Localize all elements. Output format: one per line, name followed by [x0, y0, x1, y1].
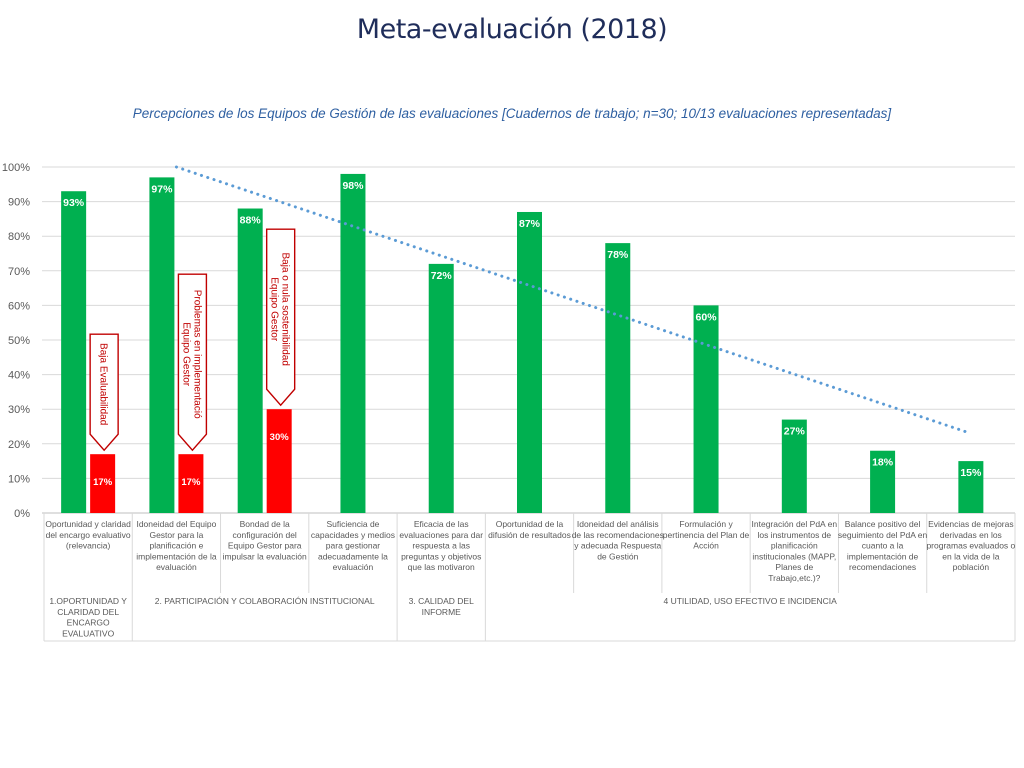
y-tick-label: 10% [8, 473, 30, 485]
category-label: Evidencias de mejoras derivadas en los pro… [926, 519, 1015, 572]
category-label: Balance positivo del seguimiento del PdA … [838, 519, 928, 572]
data-label: 98% [342, 180, 364, 192]
chart-subtitle: Percepciones de los Equipos de Gestión d… [132, 106, 892, 121]
category-label: Oportunidad de la difusión de resultados [488, 519, 571, 540]
data-label: 27% [784, 426, 806, 438]
data-label: 78% [607, 249, 629, 261]
data-label: 17% [93, 477, 113, 488]
bar-green [958, 461, 984, 513]
bar-green [693, 305, 719, 513]
y-tick-label: 70% [8, 266, 30, 278]
category-label: Bondad de la configuración del Equipo Gest… [223, 519, 307, 561]
callout-label: Baja Evaluabilidad [98, 343, 109, 425]
y-tick-label: 80% [8, 231, 30, 243]
bar-green [781, 419, 807, 513]
category-label: Idoneidad del análisis de las recomendaci… [572, 519, 664, 561]
y-tick-label: 0% [14, 508, 30, 520]
data-label: 93% [63, 197, 85, 209]
data-label: 15% [960, 467, 982, 479]
data-label: 18% [872, 457, 894, 469]
data-label: 87% [519, 218, 541, 230]
category-label: Formulación y pertinencia del Plan de Acci… [663, 519, 750, 551]
bar-green [517, 211, 542, 514]
category-label: Oportunidad y claridad del encargo evalua… [45, 519, 131, 551]
bar-green [870, 450, 896, 513]
data-label: 88% [240, 215, 262, 227]
data-label: 60% [696, 311, 718, 323]
group-label: 3. CALIDAD DEL INFORME [409, 596, 474, 617]
bar-red [266, 409, 292, 513]
y-tick-label: 100% [2, 162, 30, 174]
group-label: 1.OPORTUNIDAD Y CLARIDAD DEL ENCARGO EVALUA… [49, 596, 127, 638]
bar-green [340, 173, 366, 514]
y-tick-label: 50% [8, 335, 30, 347]
bar-red [90, 454, 116, 513]
data-label: 97% [151, 183, 173, 195]
bar-red [178, 454, 204, 513]
category-label: Eficacia de las evaluaciones para dar resp… [399, 519, 483, 572]
y-tick-label: 30% [8, 404, 30, 416]
data-label: 17% [181, 477, 201, 488]
y-tick-label: 20% [8, 439, 30, 451]
callout-arrow [265, 228, 296, 407]
y-tick-label: 40% [8, 370, 30, 382]
data-label: 30% [270, 432, 290, 443]
callout-label: Baja o nula sostenibilidadEquipo Gestor [269, 252, 291, 365]
bar-green [61, 191, 87, 513]
page-title: Meta-evaluación (2018) [356, 14, 668, 45]
callout-arrow [177, 273, 208, 452]
data-label: 72% [431, 270, 453, 282]
category-label: Idoneidad del Equipo Gestor para la planif… [136, 519, 217, 572]
callout-label: Problemas en implementacióEquipo Gestor [180, 290, 202, 419]
group-label: 4 UTILIDAD, USO EFECTIVO E INCIDENCIA [664, 596, 838, 606]
y-tick-label: 60% [8, 300, 30, 312]
category-label: Suficiencia de capacidades y medios para g… [311, 519, 395, 572]
category-label: Integración del PdA en los instrumentos d… [752, 519, 838, 583]
callout-arrow [89, 333, 119, 452]
bar-green [237, 208, 263, 513]
bar-green [605, 243, 631, 513]
y-tick-label: 90% [8, 197, 30, 209]
trendline [174, 165, 973, 435]
bar-green [149, 177, 175, 513]
bar-green [428, 263, 454, 513]
group-label: 2. PARTICIPACIÓN Y COLABORACIÓN INSTITUC… [155, 596, 375, 606]
